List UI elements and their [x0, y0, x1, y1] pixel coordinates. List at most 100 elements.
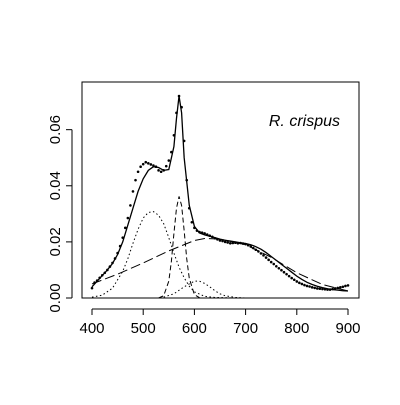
- data-point: [239, 241, 242, 245]
- data-point: [118, 244, 122, 248]
- data-point: [203, 232, 206, 235]
- data-point: [277, 266, 281, 270]
- observed-points: [90, 94, 350, 291]
- data-point: [123, 226, 127, 230]
- data-point: [262, 254, 265, 257]
- data-point: [106, 268, 109, 272]
- data-point: [290, 276, 293, 280]
- data-point: [159, 170, 163, 174]
- y-tick-label: 0.00: [47, 283, 64, 312]
- x-tick-label: 900: [335, 320, 360, 337]
- data-point: [98, 276, 101, 280]
- data-point: [231, 241, 235, 245]
- data-point: [144, 160, 148, 164]
- data-point: [177, 94, 181, 98]
- data-point: [295, 280, 299, 283]
- data-point: [185, 178, 189, 182]
- data-point: [95, 279, 99, 282]
- data-point: [147, 162, 150, 165]
- data-point: [313, 286, 317, 290]
- component-curve-1: [91, 211, 246, 299]
- data-point: [292, 278, 296, 282]
- data-point: [141, 162, 145, 166]
- data-point: [236, 241, 240, 245]
- component-curve-3: [91, 238, 349, 292]
- data-point: [103, 271, 107, 275]
- x-tick-label: 700: [233, 320, 258, 337]
- data-point: [336, 286, 340, 290]
- data-point: [164, 164, 168, 168]
- data-point: [341, 285, 345, 289]
- data-point: [228, 241, 232, 245]
- y-tick-label: 0.06: [47, 115, 64, 144]
- data-point: [200, 231, 204, 234]
- data-point: [269, 260, 273, 264]
- data-point: [241, 242, 245, 245]
- data-point: [318, 287, 322, 291]
- data-point: [205, 233, 209, 236]
- data-point: [305, 284, 309, 288]
- data-point: [346, 284, 350, 287]
- data-point: [223, 240, 227, 244]
- data-point: [218, 239, 222, 242]
- data-point: [344, 284, 347, 288]
- data-point: [195, 229, 199, 232]
- data-point: [180, 105, 183, 109]
- data-point: [193, 226, 196, 230]
- x-tick-label: 600: [182, 320, 207, 337]
- data-point: [272, 262, 276, 266]
- data-point: [287, 274, 291, 278]
- data-point: [257, 250, 260, 253]
- data-point: [175, 111, 178, 115]
- data-point: [308, 285, 311, 288]
- data-point: [136, 170, 140, 174]
- data-point: [234, 241, 237, 245]
- data-point: [298, 281, 301, 285]
- data-point: [259, 252, 263, 255]
- data-point: [167, 159, 171, 162]
- data-point: [121, 236, 125, 239]
- data-point: [275, 265, 278, 268]
- data-point: [328, 288, 332, 291]
- data-point: [108, 265, 112, 268]
- data-point: [282, 270, 286, 274]
- x-tick-label: 400: [79, 320, 104, 337]
- data-point: [198, 230, 201, 234]
- data-point: [303, 283, 306, 287]
- data-point: [129, 204, 132, 207]
- data-point: [157, 169, 160, 172]
- y-tick-label: 0.02: [47, 227, 64, 256]
- data-point: [315, 287, 319, 290]
- component-curve-2: [158, 196, 200, 299]
- data-point: [182, 139, 186, 143]
- data-point: [111, 261, 114, 265]
- data-point: [226, 241, 229, 244]
- data-point: [300, 282, 304, 286]
- data-point: [264, 256, 268, 259]
- data-point: [280, 268, 283, 272]
- y-tick-label: 0.04: [47, 171, 64, 200]
- species-annotation: R. crispus: [269, 113, 340, 130]
- data-point: [285, 272, 288, 276]
- x-tick-label: 500: [131, 320, 156, 337]
- data-point: [170, 150, 173, 154]
- data-point: [326, 288, 329, 291]
- data-point: [321, 287, 324, 291]
- data-point: [333, 287, 337, 290]
- data-point: [149, 163, 153, 166]
- data-point: [100, 273, 104, 277]
- data-point: [154, 165, 158, 168]
- component-curve-4: [163, 280, 246, 299]
- data-point: [251, 246, 255, 250]
- data-point: [267, 258, 270, 262]
- data-point: [246, 243, 250, 247]
- x-tick-label: 800: [284, 320, 309, 337]
- data-point: [249, 245, 253, 248]
- data-point: [131, 190, 135, 193]
- data-point: [213, 236, 217, 240]
- data-point: [221, 239, 224, 243]
- data-point: [139, 165, 142, 168]
- data-point: [254, 248, 258, 252]
- data-point: [208, 234, 212, 238]
